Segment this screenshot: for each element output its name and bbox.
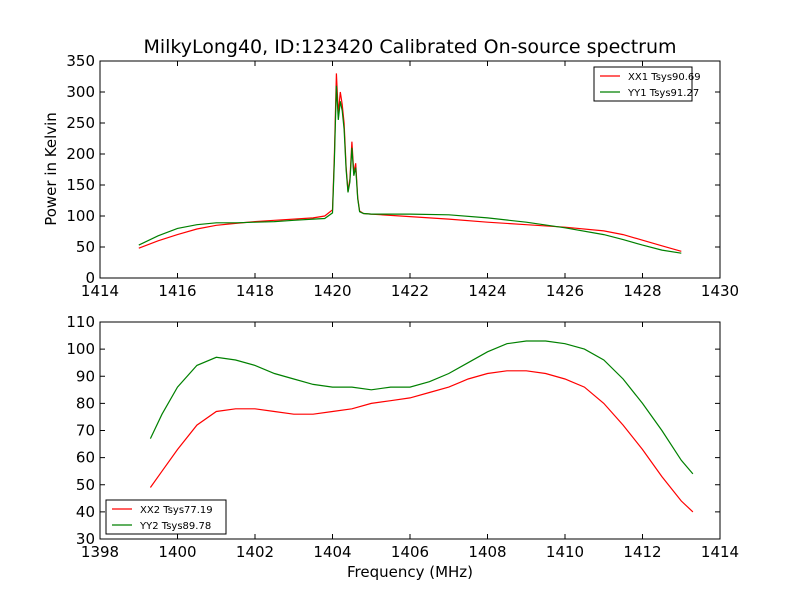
x-tick-label: 1410 [546, 543, 584, 561]
series-line-1 [149, 370, 694, 513]
x-tick-label: 1426 [546, 282, 584, 300]
x-tick-label: 1430 [701, 282, 739, 300]
legend-label-1: XX1 Tsys90.69 [628, 72, 701, 83]
legend-label-2: YY1 Tsys91.27 [627, 88, 699, 99]
x-tick-label: 1420 [313, 282, 351, 300]
x-tick-label: 1400 [158, 543, 196, 561]
y-tick-label: 60 [76, 449, 95, 467]
x-tick-label: 1414 [81, 282, 119, 300]
y-tick-label: 40 [76, 503, 95, 521]
y-tick-label: 150 [66, 176, 95, 194]
top-chart: 1414 1416 1418 1420 1422 1424 1426 1428 1430 0 50 1… [66, 52, 739, 300]
legend-box [593, 66, 693, 102]
x-tick-label: 1408 [468, 543, 506, 561]
y-tick-label: 50 [76, 238, 95, 256]
bottom-chart: 1398 1400 1402 1404 1406 1408 1410 1412 1414 30 40… [66, 313, 739, 561]
x-tick-label: 1418 [236, 282, 274, 300]
y-tick-label: 100 [66, 340, 95, 358]
y-tick-label: 200 [66, 145, 95, 163]
legend-label-1: XX2 Tsys77.19 [140, 505, 213, 516]
y-tick-label: 250 [66, 114, 95, 132]
y-tick-label: 100 [66, 207, 95, 225]
y-tick-label: 0 [85, 269, 95, 287]
legend-box [105, 499, 227, 535]
y-tick-label: 50 [76, 476, 95, 494]
bottom-chart-xlabel: Frequency (MHz) [347, 563, 473, 581]
y-tick-label: 110 [66, 313, 95, 331]
y-tick-label: 300 [66, 83, 95, 101]
y-tick-label: 90 [76, 367, 95, 385]
top-chart-title: MilkyLong40, ID:123420 Calibrated On-sou… [143, 36, 676, 58]
series-line-2 [149, 340, 694, 475]
x-tick-label: 1404 [313, 543, 351, 561]
top-chart-ylabel: Power in Kelvin [42, 112, 60, 226]
y-tick-label: 30 [76, 530, 95, 548]
x-tick-label: 1424 [468, 282, 506, 300]
series-line-2 [138, 85, 682, 254]
x-tick-label: 1428 [623, 282, 661, 300]
y-tick-label: 70 [76, 422, 95, 440]
x-tick-label: 1416 [158, 282, 196, 300]
y-tick-label: 350 [66, 52, 95, 70]
x-tick-label: 1414 [701, 543, 739, 561]
y-tick-label: 80 [76, 394, 95, 412]
x-tick-label: 1402 [236, 543, 274, 561]
x-tick-label: 1398 [81, 543, 119, 561]
x-tick-label: 1412 [623, 543, 661, 561]
legend-label-2: YY2 Tsys89.78 [139, 521, 211, 532]
x-tick-label: 1406 [391, 543, 429, 561]
x-tick-label: 1422 [391, 282, 429, 300]
